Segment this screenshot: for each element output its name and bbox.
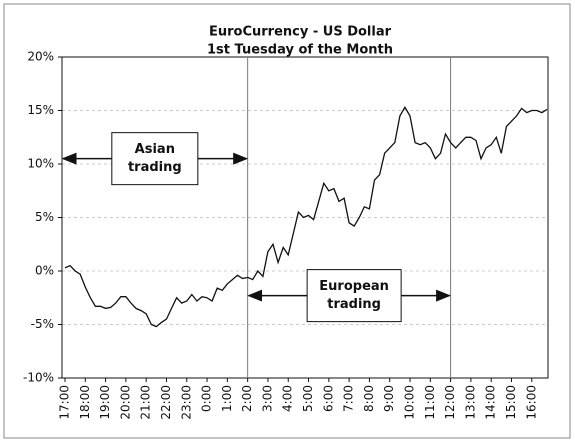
x-tick-label: 23:00: [179, 385, 193, 420]
x-tick-label: 20:00: [118, 385, 132, 420]
plot-area: [61, 56, 549, 379]
x-tick-label: 3:00: [260, 385, 274, 412]
x-tick-label: 2:00: [240, 385, 254, 412]
y-tick-label: 5%: [35, 210, 54, 224]
y-tick-label: 20%: [27, 50, 54, 64]
annotation-text: Asian: [135, 142, 175, 157]
y-tick-label: 15%: [27, 103, 54, 117]
frame: [3, 3, 571, 439]
x-tick-label: 17:00: [58, 385, 72, 420]
y-tick-label: -10%: [23, 371, 54, 385]
data-line: [64, 106, 548, 328]
x-tick-label: 18:00: [78, 385, 92, 420]
chart-subtitle: 1st Tuesday of the Month: [207, 43, 393, 58]
x-tick-label: 6:00: [321, 385, 335, 412]
annotation-text: trading: [327, 297, 381, 312]
x-tick-label: 11:00: [423, 385, 437, 420]
y-tick-label: -5%: [31, 317, 54, 331]
x-tick-label: 19:00: [98, 385, 112, 420]
x-tick-label: 0:00: [200, 385, 214, 412]
x-tick-label: 12:00: [443, 385, 457, 420]
x-tick-label: 4:00: [281, 385, 295, 412]
y-tick-label: 0%: [35, 264, 54, 278]
x-tick-label: 21:00: [139, 385, 153, 420]
x-tick-label: 9:00: [382, 385, 396, 412]
x-tick-label: 8:00: [362, 385, 376, 412]
x-tick-label: 5:00: [301, 385, 315, 412]
x-tick-label: 15:00: [504, 385, 518, 420]
x-tick-label: 16:00: [524, 385, 538, 420]
x-tick-label: 14:00: [484, 385, 498, 420]
annotation-text: trading: [128, 160, 182, 175]
x-tick-label: 13:00: [463, 385, 477, 420]
chart-title: EuroCurrency - US Dollar: [209, 25, 392, 40]
annotation-box: [111, 132, 199, 186]
x-tick-label: 10:00: [403, 385, 417, 420]
x-tick-label: 7:00: [342, 385, 356, 412]
x-tick-label: 22:00: [159, 385, 173, 420]
annotation-text: European: [319, 279, 389, 294]
y-tick-label: 10%: [27, 157, 54, 171]
annotation-box: [306, 269, 402, 323]
x-tick-label: 1:00: [220, 385, 234, 412]
